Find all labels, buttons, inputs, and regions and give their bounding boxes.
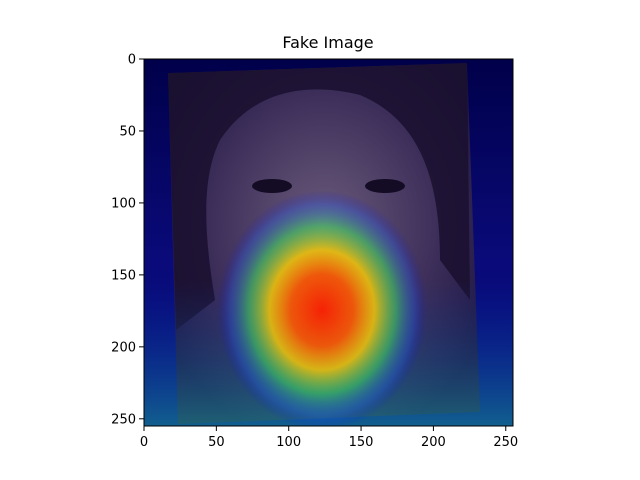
activation-hotspot — [217, 190, 427, 426]
x-tick-label: 200 — [421, 435, 446, 450]
axes-frame — [143, 58, 514, 427]
x-tick-label: 250 — [493, 435, 518, 450]
y-tick-label: 200 — [111, 340, 136, 355]
y-tick-label: 250 — [111, 412, 136, 427]
x-axis: 0 50 100 150 200 250 — [140, 426, 518, 450]
x-tick-label: 50 — [208, 435, 225, 450]
y-tick-label: 0 — [128, 53, 136, 68]
y-tick-label: 100 — [111, 196, 136, 211]
x-tick-label: 150 — [349, 435, 374, 450]
chart-title: Fake Image — [282, 33, 373, 52]
y-tick-label: 50 — [119, 124, 136, 139]
heatmap-image — [144, 59, 513, 426]
y-tick-label: 150 — [111, 268, 136, 283]
y-axis: 0 50 100 150 200 250 — [111, 53, 144, 427]
x-tick-label: 0 — [140, 435, 148, 450]
x-tick-label: 100 — [276, 435, 301, 450]
